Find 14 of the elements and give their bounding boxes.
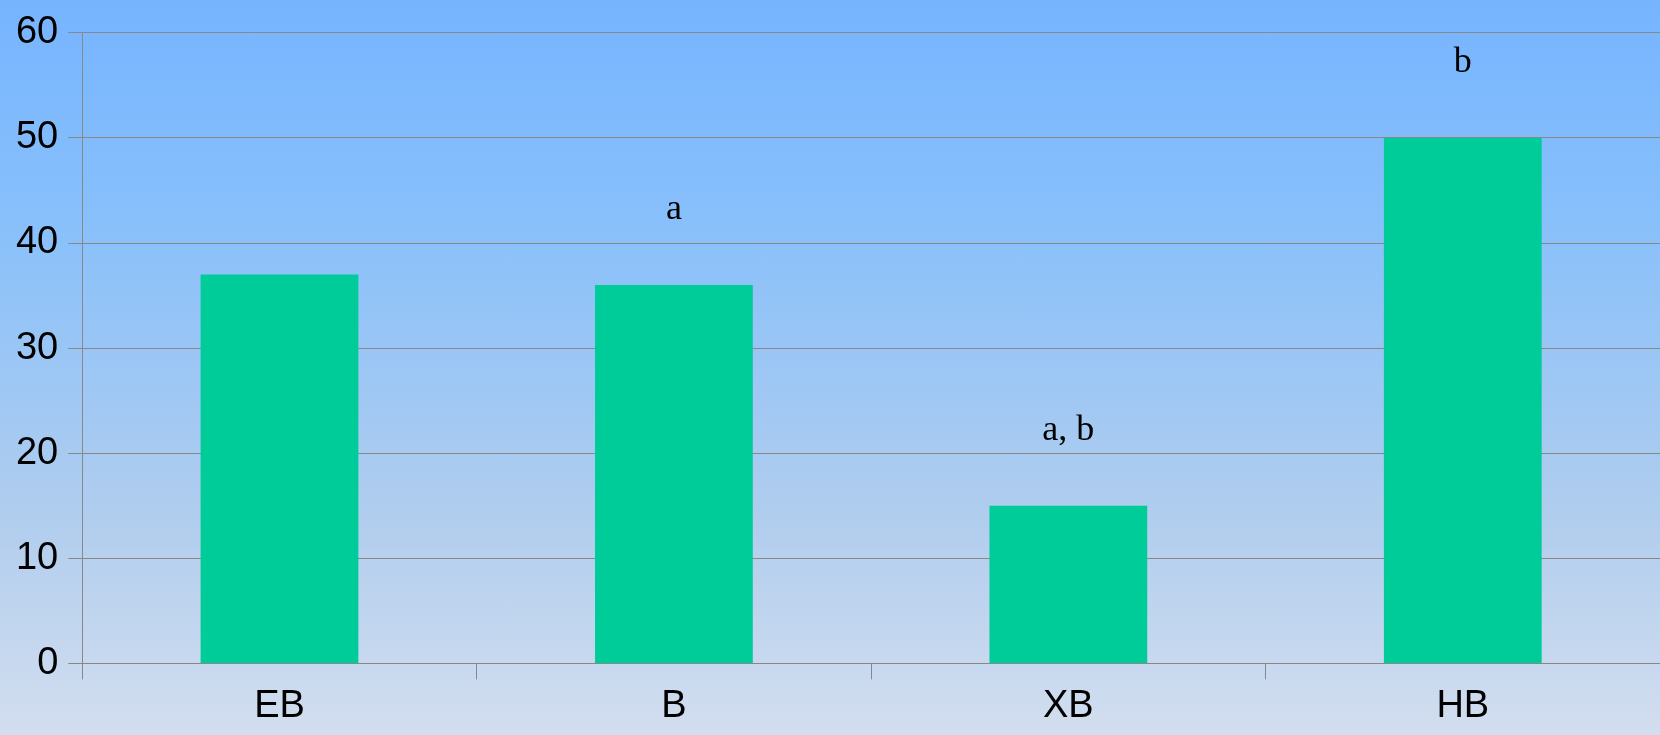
annotation: a, b [1042,408,1095,449]
x-tick-label: EB [254,682,305,725]
y-tick-label: 50 [15,114,59,157]
annotation: b [1453,40,1472,81]
y-tick-label: 10 [15,534,59,577]
x-tick-label: HB [1436,682,1490,725]
x-tick-label: XB [1043,682,1094,725]
x-tick-label: B [661,682,687,725]
y-tick-label: 30 [15,324,59,367]
y-tick-label: 0 [37,639,59,682]
y-tick-label: 60 [15,9,59,52]
y-tick-label: 20 [15,429,59,472]
annotation: a [665,187,682,228]
y-tick-label: 40 [15,219,59,262]
